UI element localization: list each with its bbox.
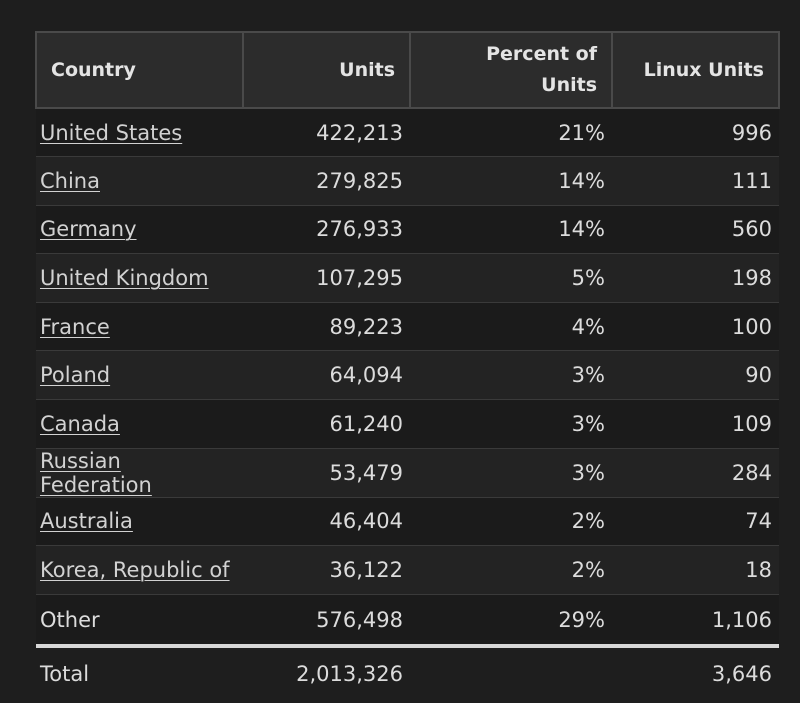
country-link[interactable]: Poland <box>40 363 111 388</box>
country-cell: Poland <box>36 350 243 401</box>
percent-cell: 3% <box>410 448 612 498</box>
country-link[interactable]: Canada <box>40 411 120 436</box>
header-country: Country <box>35 31 244 109</box>
linux-units-cell: 560 <box>612 205 779 255</box>
linux-units-cell: 100 <box>612 302 779 352</box>
other-percent-cell: 29% <box>410 594 612 649</box>
table-row: Canada 61,240 3% 109 <box>36 399 779 449</box>
country-cell: United Kingdom <box>36 253 243 303</box>
total-label: Total <box>36 646 243 701</box>
units-cell: 89,223 <box>243 302 410 352</box>
header-linux-units: Linux Units <box>611 31 780 109</box>
table-row: Russian Federation 53,479 3% 284 <box>36 448 779 498</box>
table-row: Poland 64,094 3% 90 <box>36 350 779 401</box>
other-country-cell: Other <box>36 594 243 649</box>
country-link[interactable]: Germany <box>40 217 137 242</box>
units-cell: 61,240 <box>243 399 410 449</box>
linux-units-cell: 18 <box>612 545 779 595</box>
table-body: United States 422,213 21% 996 China 279,… <box>36 108 779 649</box>
country-cell: Russian Federation <box>36 448 243 498</box>
country-cell: Australia <box>36 497 243 547</box>
country-cell: Canada <box>36 399 243 449</box>
percent-cell: 14% <box>410 156 612 206</box>
country-cell: France <box>36 302 243 352</box>
total-linux-units: 3,646 <box>612 646 779 701</box>
linux-units-cell: 109 <box>612 399 779 449</box>
units-cell: 53,479 <box>243 448 410 498</box>
table-header: Country Units Percent of Units Linux Uni… <box>35 31 780 109</box>
country-link[interactable]: Australia <box>40 509 133 534</box>
table-footer: Total 2,013,326 3,646 <box>36 646 779 701</box>
percent-cell: 21% <box>410 108 612 158</box>
country-link[interactable]: United Kingdom <box>40 266 209 291</box>
table-row: China 279,825 14% 111 <box>36 156 779 206</box>
percent-cell: 3% <box>410 350 612 401</box>
country-link[interactable]: China <box>40 168 100 193</box>
units-cell: 46,404 <box>243 497 410 547</box>
linux-units-cell: 996 <box>612 108 779 158</box>
total-row: Total 2,013,326 3,646 <box>36 646 779 701</box>
country-cell: China <box>36 156 243 206</box>
percent-cell: 2% <box>410 545 612 595</box>
sales-by-country-table-wrapper: Country Units Percent of Units Linux Uni… <box>35 31 780 701</box>
country-link[interactable]: Korea, Republic of <box>40 558 230 583</box>
total-percent <box>410 646 612 701</box>
country-cell: Korea, Republic of <box>36 545 243 595</box>
table-row: United Kingdom 107,295 5% 198 <box>36 253 779 303</box>
linux-units-cell: 111 <box>612 156 779 206</box>
percent-cell: 2% <box>410 497 612 547</box>
header-row: Country Units Percent of Units Linux Uni… <box>35 31 780 109</box>
percent-cell: 3% <box>410 399 612 449</box>
other-linux-units-cell: 1,106 <box>612 594 779 649</box>
other-units-cell: 576,498 <box>243 594 410 649</box>
units-cell: 36,122 <box>243 545 410 595</box>
linux-units-cell: 284 <box>612 448 779 498</box>
units-cell: 276,933 <box>243 205 410 255</box>
sales-by-country-table: Country Units Percent of Units Linux Uni… <box>35 31 780 701</box>
country-link[interactable]: Russian Federation <box>40 448 152 497</box>
header-percent-of-units: Percent of Units <box>409 31 613 109</box>
percent-cell: 14% <box>410 205 612 255</box>
table-row: France 89,223 4% 100 <box>36 302 779 352</box>
table-row: Korea, Republic of 36,122 2% 18 <box>36 545 779 595</box>
units-cell: 64,094 <box>243 350 410 401</box>
percent-cell: 5% <box>410 253 612 303</box>
country-cell: Germany <box>36 205 243 255</box>
units-cell: 279,825 <box>243 156 410 206</box>
other-row: Other 576,498 29% 1,106 <box>36 594 779 649</box>
percent-cell: 4% <box>410 302 612 352</box>
table-row: United States 422,213 21% 996 <box>36 108 779 158</box>
country-link[interactable]: United States <box>40 120 183 145</box>
header-units: Units <box>242 31 411 109</box>
units-cell: 107,295 <box>243 253 410 303</box>
country-link[interactable]: France <box>40 314 110 339</box>
table-row: Germany 276,933 14% 560 <box>36 205 779 255</box>
linux-units-cell: 198 <box>612 253 779 303</box>
total-units: 2,013,326 <box>243 646 410 701</box>
table-row: Australia 46,404 2% 74 <box>36 497 779 547</box>
linux-units-cell: 90 <box>612 350 779 401</box>
linux-units-cell: 74 <box>612 497 779 547</box>
units-cell: 422,213 <box>243 108 410 158</box>
country-cell: United States <box>36 108 243 158</box>
